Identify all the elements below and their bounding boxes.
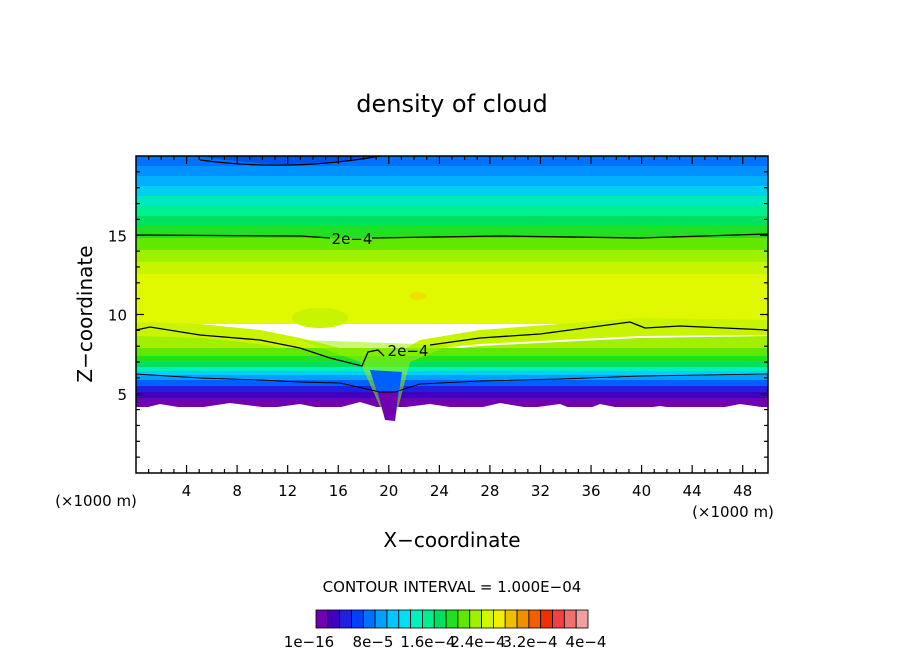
y-tick-label: 5: [117, 386, 127, 404]
colorbar-swatch: [469, 609, 482, 629]
colorbar-label: 8e−5: [353, 633, 394, 651]
colorbar-swatch: [492, 609, 506, 629]
x-tick-label: 16: [329, 482, 348, 500]
y-axis-label: Z−coordinate: [73, 245, 97, 382]
colorbar-label: 2.4e−4: [450, 633, 505, 651]
colorbar-swatch: [540, 609, 553, 629]
colorbar-label: 4e−4: [566, 633, 607, 651]
colorbar-swatch: [374, 609, 388, 629]
colorbar-swatch: [362, 609, 376, 629]
colorbar-swatch: [504, 609, 518, 629]
contour-lines: [136, 156, 768, 393]
chart-title: density of cloud: [356, 90, 547, 118]
x-tick-label: 44: [683, 482, 702, 500]
colorbar-label: 1.6e−4: [400, 633, 455, 651]
x-tick-label: 8: [232, 482, 242, 500]
x-tick-label: 4: [182, 482, 192, 500]
colorbar-swatch: [315, 609, 329, 629]
x-tick-label: 36: [581, 482, 600, 500]
colorbar-label: 1e−16: [284, 633, 334, 651]
colorbar-swatch: [457, 609, 471, 629]
colorbar-swatch: [422, 609, 435, 629]
x-unit-right: (×1000 m): [692, 503, 774, 521]
x-tick-label: 24: [430, 482, 449, 500]
x-tick-label: 12: [278, 482, 297, 500]
colorbar-swatch: [327, 609, 341, 629]
colorbar-swatch: [575, 609, 589, 629]
x-tick-label: 32: [531, 482, 550, 500]
colorbar-swatch: [386, 609, 400, 629]
colorbar-swatch: [528, 609, 542, 629]
colorbar-labels: 1e−16 8e−5 1.6e−42.4e−43.2e−4 4e−4: [284, 633, 607, 651]
contour-label-lower: 2e−4: [388, 342, 429, 360]
colorbar-swatch: [563, 609, 577, 629]
colorbar-label: 3.2e−4: [502, 633, 557, 651]
cloud-density-field: [136, 156, 768, 473]
contour-label-upper: 2e−4: [332, 230, 373, 248]
y-tick-label: 10: [108, 307, 127, 325]
x-tick-label: 28: [480, 482, 499, 500]
axis-ticks: [136, 156, 768, 473]
contour-interval-text: CONTOUR INTERVAL = 1.000E−04: [323, 578, 582, 596]
x-unit-left: (×1000 m): [55, 492, 137, 510]
colorbar: [315, 609, 589, 629]
x-tick-label: 20: [379, 482, 398, 500]
x-axis-label: X−coordinate: [383, 528, 520, 552]
colorbar-swatch: [410, 609, 423, 629]
colorbar-swatch: [433, 609, 447, 629]
colorbar-swatch: [445, 609, 459, 629]
y-tick-labels: 5 10 15: [108, 227, 127, 404]
x-tick-label: 40: [632, 482, 651, 500]
colorbar-swatch: [552, 609, 565, 629]
x-tick-label: 48: [733, 482, 752, 500]
colorbar-swatch: [339, 609, 352, 629]
colorbar-swatch: [481, 609, 494, 629]
colorbar-swatch: [351, 609, 364, 629]
colorbar-swatch: [398, 609, 412, 629]
y-tick-label: 15: [108, 227, 127, 245]
colorbar-swatch: [516, 609, 530, 629]
x-tick-labels: 4 8 12 16 20 24 28 32 36 40 44 48: [182, 482, 752, 500]
